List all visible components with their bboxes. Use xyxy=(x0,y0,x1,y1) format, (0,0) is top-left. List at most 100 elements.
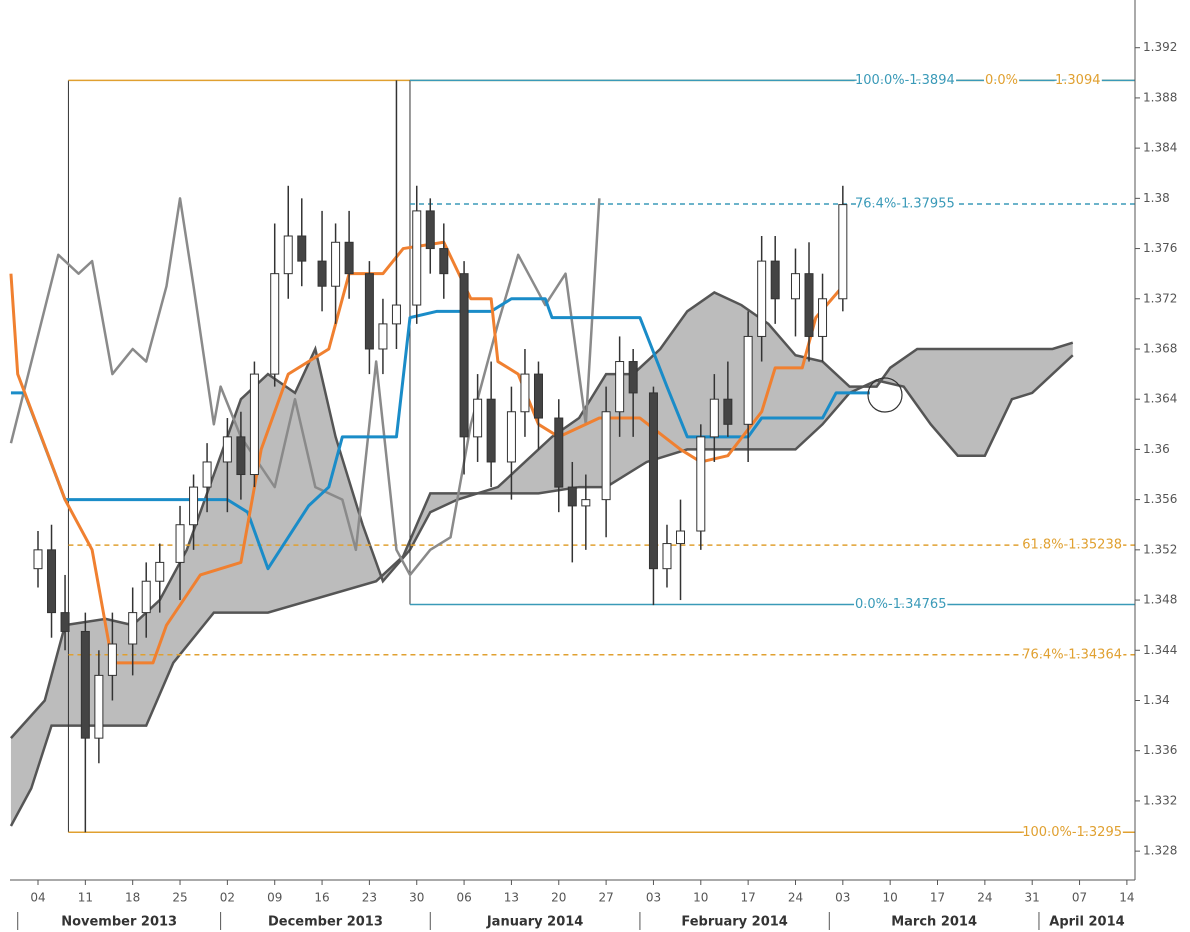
month-label: January 2014 xyxy=(486,915,583,930)
indicator-line xyxy=(9,240,844,665)
candle-body xyxy=(757,260,767,337)
candle-body xyxy=(581,499,591,507)
candle-body xyxy=(155,561,165,582)
fibonacci xyxy=(67,79,1135,834)
candle-body xyxy=(236,436,246,476)
candle-body xyxy=(676,530,686,545)
candle-body xyxy=(615,361,625,413)
y-tick-label: 1.372 xyxy=(1143,291,1177,305)
candle-body xyxy=(80,630,90,739)
candle-body xyxy=(107,643,117,676)
candle-body xyxy=(222,436,232,463)
fib-label: 61.8%-1.35238 xyxy=(1022,538,1122,553)
x-tick-label: 14 xyxy=(1119,891,1134,905)
y-tick-label: 1.376 xyxy=(1143,241,1177,255)
month-label: February 2014 xyxy=(681,915,788,930)
fib-label: 0.0%-1.34765 xyxy=(855,597,946,612)
candle-body xyxy=(486,398,496,463)
candle-body xyxy=(249,373,259,476)
x-tick-label: 23 xyxy=(362,891,377,905)
candle-body xyxy=(723,398,733,425)
candles xyxy=(33,80,848,833)
y-tick-label: 1.388 xyxy=(1143,90,1177,104)
candle-body xyxy=(770,260,780,300)
x-tick-label: 18 xyxy=(125,891,140,905)
y-tick-label: 1.348 xyxy=(1143,593,1177,607)
x-tick-label: 20 xyxy=(551,891,566,905)
x-tick-label: 25 xyxy=(172,891,187,905)
fib-label: 100.0%-1.3295 xyxy=(1022,825,1122,840)
candle-body xyxy=(709,398,719,438)
y-tick-label: 1.368 xyxy=(1143,341,1177,355)
x-tick-label: 02 xyxy=(220,891,235,905)
x-tick-label: 13 xyxy=(504,891,519,905)
fib-label: 0.0% xyxy=(985,73,1018,88)
y-tick-label: 1.38 xyxy=(1143,191,1170,205)
candle-body xyxy=(533,373,543,419)
candle-body xyxy=(60,612,70,632)
candle-body xyxy=(317,260,327,287)
candle-body xyxy=(412,210,422,306)
candle-body xyxy=(425,210,435,250)
y-tick-label: 1.328 xyxy=(1143,844,1177,858)
x-tick-label: 03 xyxy=(646,891,661,905)
candle-body xyxy=(378,323,388,350)
candle-body xyxy=(520,373,530,413)
candle-body xyxy=(439,248,449,275)
labels: 1.328 1.332 1.336 1.34 1.344 1.348 1.352 1.356 1… xyxy=(17,40,1177,930)
candle-body xyxy=(331,241,341,287)
x-tick-label: 11 xyxy=(78,891,93,905)
candle-body xyxy=(459,273,469,438)
candle-body xyxy=(364,273,374,350)
y-tick-label: 1.384 xyxy=(1143,141,1177,155)
y-tick-label: 1.364 xyxy=(1143,392,1177,406)
candle-body xyxy=(743,335,753,425)
candle-body xyxy=(128,612,138,645)
x-tick-label: 17 xyxy=(741,891,756,905)
candle-body xyxy=(628,361,638,394)
y-tick-label: 1.392 xyxy=(1143,40,1177,54)
candle-body xyxy=(804,273,814,337)
y-tick-label: 1.356 xyxy=(1143,492,1177,506)
candle-body xyxy=(33,549,43,570)
y-tick-label: 1.344 xyxy=(1143,643,1177,657)
month-label: March 2014 xyxy=(891,915,977,930)
candle-body xyxy=(696,436,706,532)
x-tick-label: 31 xyxy=(1025,891,1040,905)
candle-body xyxy=(567,486,577,507)
candle-body xyxy=(175,524,185,563)
candle-body xyxy=(189,486,199,526)
candle-body xyxy=(473,398,483,438)
candle-body xyxy=(94,674,104,739)
candle-body xyxy=(283,235,293,275)
y-tick-label: 1.332 xyxy=(1143,793,1177,807)
fib-label: 76.4%-1.37955 xyxy=(855,196,955,211)
x-tick-label: 04 xyxy=(30,891,45,905)
x-tick-label: 16 xyxy=(314,891,329,905)
indicator-line xyxy=(9,197,601,577)
x-tick-label: 30 xyxy=(409,891,424,905)
x-tick-label: 17 xyxy=(930,891,945,905)
x-tick-label: 27 xyxy=(598,891,613,905)
month-label: April 2014 xyxy=(1049,915,1124,930)
candle-body xyxy=(838,204,848,300)
candle-body xyxy=(662,543,672,570)
cloud-fill xyxy=(10,292,1073,827)
month-label: December 2013 xyxy=(268,915,383,930)
candle-body xyxy=(202,461,212,488)
candle-body xyxy=(790,273,800,300)
candle-body xyxy=(554,417,564,488)
x-tick-label: 10 xyxy=(883,891,898,905)
y-tick-label: 1.352 xyxy=(1143,542,1177,556)
candle-body xyxy=(818,298,828,337)
x-tick-label: 07 xyxy=(1072,891,1087,905)
fib-label: 100.0%-1.3894 xyxy=(855,73,955,88)
candle-body xyxy=(297,235,307,262)
x-tick-label: 24 xyxy=(977,891,992,905)
candle-body xyxy=(344,241,354,275)
y-tick-label: 1.34 xyxy=(1143,693,1170,707)
y-tick-label: 1.36 xyxy=(1143,442,1170,456)
fib-label: 76.4%-1.34364 xyxy=(1022,647,1122,662)
annotation: 1.3094 xyxy=(1055,73,1101,88)
